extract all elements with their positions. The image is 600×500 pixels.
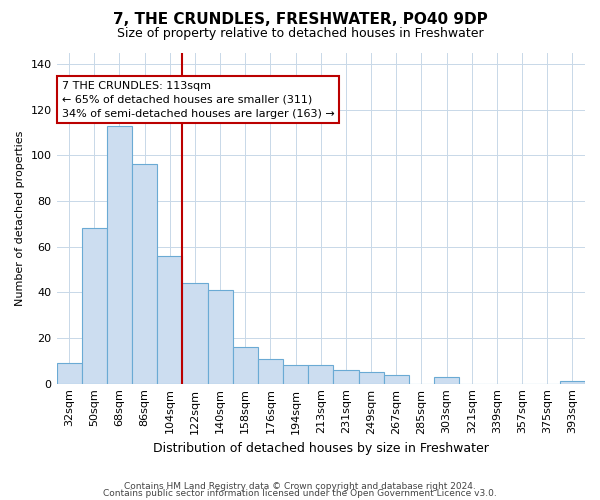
Bar (383, 374, 409, 384)
Text: 7 THE CRUNDLES: 113sqm
← 65% of detached houses are smaller (311)
34% of semi-de: 7 THE CRUNDLES: 113sqm ← 65% of detached… (62, 80, 335, 118)
Text: 7, THE CRUNDLES, FRESHWATER, PO40 9DP: 7, THE CRUNDLES, FRESHWATER, PO40 9DP (113, 12, 487, 28)
Bar (107, 126, 132, 384)
Bar (56, 363, 82, 384)
Text: Size of property relative to detached houses in Freshwater: Size of property relative to detached ho… (116, 28, 484, 40)
Bar (283, 366, 308, 384)
Bar (208, 290, 233, 384)
Bar (334, 370, 359, 384)
Bar (434, 377, 459, 384)
X-axis label: Distribution of detached houses by size in Freshwater: Distribution of detached houses by size … (153, 442, 489, 455)
Bar (308, 366, 334, 384)
Bar (560, 382, 585, 384)
Bar (82, 228, 107, 384)
Bar (182, 283, 208, 384)
Bar (132, 164, 157, 384)
Y-axis label: Number of detached properties: Number of detached properties (15, 130, 25, 306)
Text: Contains public sector information licensed under the Open Government Licence v3: Contains public sector information licen… (103, 490, 497, 498)
Bar (359, 372, 383, 384)
Bar (233, 347, 258, 384)
Text: Contains HM Land Registry data © Crown copyright and database right 2024.: Contains HM Land Registry data © Crown c… (124, 482, 476, 491)
Bar (157, 256, 182, 384)
Bar (258, 358, 283, 384)
